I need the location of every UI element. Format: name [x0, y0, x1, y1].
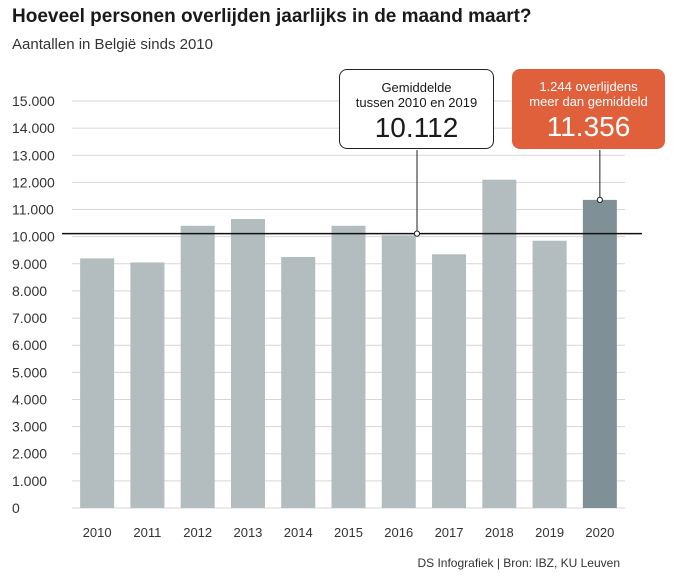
highlight-callout-value: 11.356	[546, 111, 631, 142]
bar-2014	[281, 257, 316, 508]
bar-2018	[482, 179, 517, 509]
y-tick-label-4000: 4.000	[12, 391, 47, 407]
y-tick-label-0: 0	[12, 500, 20, 516]
y-tick-label-8000: 8.000	[12, 283, 47, 299]
bar-2010	[80, 258, 115, 508]
highlight-callout-2020: 1.244 overlijdens meer dan gemiddeld 11.…	[512, 69, 665, 149]
x-tick-label-2019: 2019	[535, 525, 564, 540]
x-tick-label-2012: 2012	[183, 525, 212, 540]
bar-2011	[130, 262, 165, 508]
highlight-marker-dot	[596, 196, 603, 203]
x-tick-label-2017: 2017	[435, 525, 464, 540]
x-tick-label-2013: 2013	[233, 525, 262, 540]
bars	[80, 179, 617, 509]
y-tick-label-11000: 11.000	[12, 202, 54, 218]
bar-2019	[532, 240, 567, 508]
y-tick-label-7000: 7.000	[12, 310, 47, 326]
x-tick-label-2011: 2011	[133, 525, 161, 540]
x-tick-label-2016: 2016	[384, 525, 413, 540]
y-tick-label-14000: 14.000	[12, 120, 55, 136]
y-tick-label-5000: 5.000	[12, 364, 47, 380]
average-callout-value: 10.112	[374, 112, 459, 143]
average-marker-dot	[413, 230, 421, 237]
y-tick-labels: 0 1.000 2.000 3.000 4.000 5.000 6.000 7.000 8.00…	[12, 93, 55, 516]
average-callout: Gemiddelde tussen 2010 en 2019 10.112	[339, 69, 494, 149]
x-tick-labels: 2010 2011 2012 2013 2014 2015 2016 2017 2018 2019…	[83, 525, 615, 540]
y-tick-label-9000: 9.000	[12, 256, 47, 272]
x-tick-label-2020: 2020	[585, 525, 614, 540]
bar-2012	[180, 225, 215, 508]
x-tick-label-2014: 2014	[284, 525, 313, 540]
y-tick-label-13000: 13.000	[12, 147, 55, 163]
y-tick-label-1000: 1.000	[12, 473, 47, 489]
average-callout-line1: Gemiddelde	[381, 80, 452, 95]
bar-2020	[582, 199, 617, 508]
y-tick-label-6000: 6.000	[12, 337, 47, 353]
bar-2016	[381, 235, 416, 508]
bar-2013	[230, 219, 265, 508]
x-tick-label-2015: 2015	[334, 525, 363, 540]
average-callout-line2: tussen 2010 en 2019	[355, 95, 478, 110]
y-tick-label-15000: 15.000	[12, 93, 55, 109]
highlight-callout-line2: meer dan gemiddeld	[529, 94, 648, 109]
source-footer: DS Infografiek | Bron: IBZ, KU Leuven	[417, 556, 620, 570]
y-tick-label-12000: 12.000	[12, 174, 55, 190]
y-tick-label-3000: 3.000	[12, 419, 47, 435]
y-tick-label-2000: 2.000	[12, 446, 47, 462]
chart-subtitle: Aantallen in België sinds 2010	[12, 36, 213, 53]
x-tick-label-2018: 2018	[485, 525, 514, 540]
x-tick-label-2010: 2010	[83, 525, 112, 540]
bar-2015	[331, 225, 366, 508]
annotations	[62, 150, 642, 237]
chart-title: Hoeveel personen overlijden jaarlijks in…	[12, 6, 532, 27]
y-tick-label-10000: 10.000	[12, 229, 55, 245]
bar-2017	[432, 254, 467, 508]
highlight-callout-line1: 1.244 overlijdens	[539, 79, 638, 94]
